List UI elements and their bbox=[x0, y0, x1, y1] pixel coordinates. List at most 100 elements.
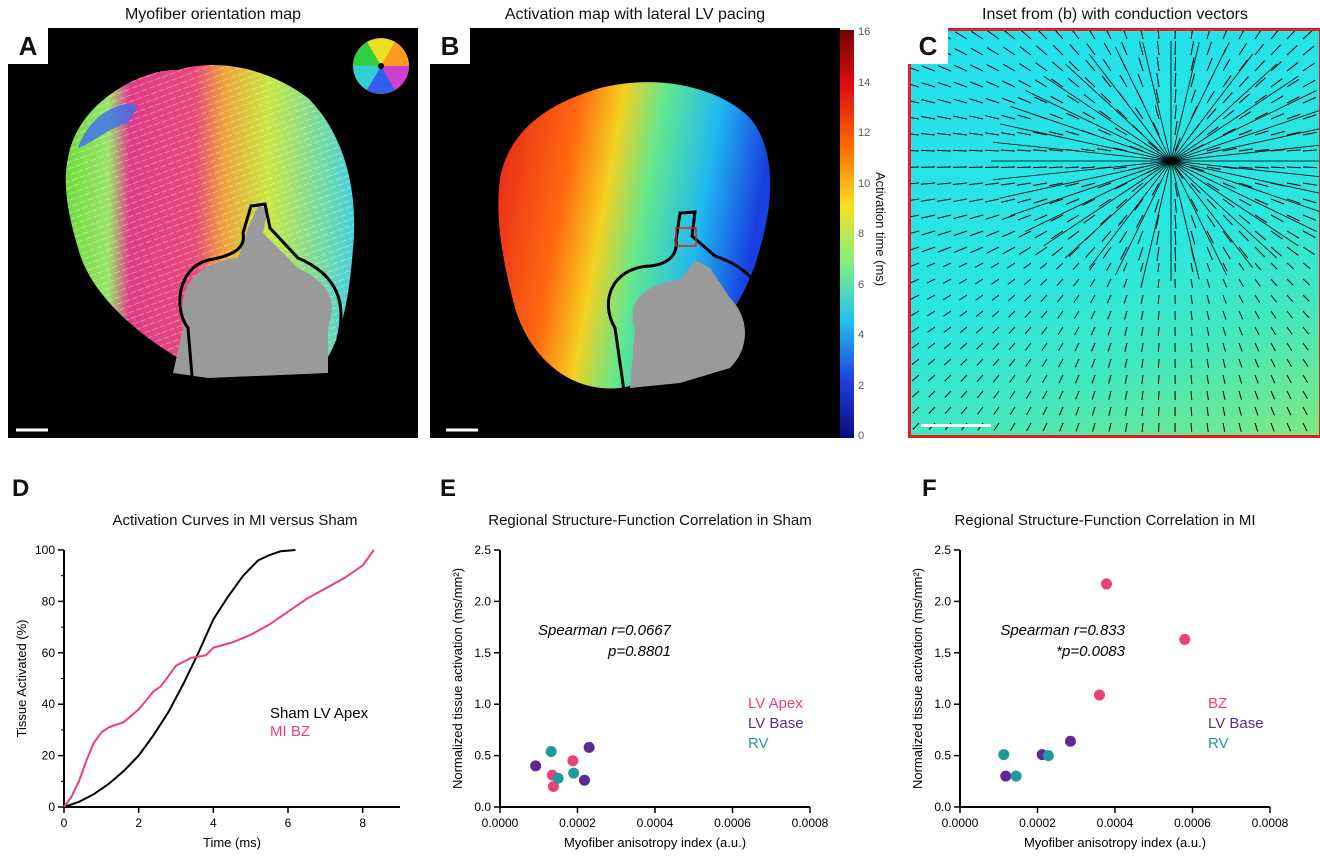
x-tick-label: 0.0004 bbox=[637, 816, 674, 830]
conduction-vector bbox=[1254, 31, 1262, 40]
conduction-vector bbox=[1038, 31, 1048, 40]
conduction-vector bbox=[1155, 89, 1160, 104]
conduction-vector bbox=[1174, 137, 1181, 152]
conduction-vector bbox=[1286, 326, 1293, 335]
conduction-vector bbox=[1302, 79, 1316, 88]
conduction-vector bbox=[985, 98, 1000, 104]
conduction-vector bbox=[1222, 358, 1226, 368]
conduction-vector bbox=[926, 294, 936, 300]
conduction-vector bbox=[1124, 358, 1128, 368]
conduction-vector bbox=[1021, 31, 1032, 40]
conduction-vector bbox=[1270, 44, 1281, 56]
conduction-vector bbox=[1254, 77, 1266, 88]
conduction-vector bbox=[969, 98, 984, 104]
conduction-vector bbox=[1174, 40, 1177, 56]
conduction-vector bbox=[1190, 310, 1193, 320]
conduction-vector-inset bbox=[908, 28, 1320, 438]
conduction-vector bbox=[1206, 182, 1220, 191]
conduction-vector bbox=[1116, 198, 1128, 209]
conduction-vector bbox=[1174, 166, 1184, 179]
conduction-vector bbox=[993, 406, 1000, 415]
conduction-vector bbox=[1025, 160, 1172, 232]
conduction-vector bbox=[1190, 278, 1193, 288]
conduction-vector bbox=[985, 214, 1000, 220]
conduction-vector bbox=[1001, 182, 1016, 186]
x-tick-label: 0.0002 bbox=[559, 816, 596, 830]
conduction-vector bbox=[958, 278, 968, 284]
inset-box bbox=[675, 227, 697, 247]
conduction-vector bbox=[911, 262, 920, 267]
conduction-vector bbox=[911, 342, 920, 349]
conduction-vector bbox=[1286, 374, 1292, 384]
conduction-vector bbox=[1270, 61, 1282, 72]
conduction-vector bbox=[1142, 160, 1172, 280]
conduction-vector bbox=[1141, 326, 1144, 336]
conduction-vector bbox=[1051, 246, 1064, 257]
conduction-vector bbox=[1170, 160, 1227, 276]
conduction-vector bbox=[1254, 182, 1269, 188]
conduction-vector bbox=[1141, 374, 1144, 384]
conduction-vector bbox=[926, 278, 936, 284]
conduction-vector bbox=[1090, 326, 1096, 336]
conduction-vector bbox=[911, 198, 920, 201]
legend-entry: LV Apex bbox=[748, 695, 803, 712]
conduction-vector bbox=[1302, 96, 1317, 104]
conduction-vector bbox=[1025, 390, 1032, 399]
conduction-vector bbox=[1190, 246, 1195, 261]
legend-entry: BZ bbox=[1208, 695, 1227, 712]
conduction-vector bbox=[1270, 31, 1279, 40]
conduction-vector bbox=[991, 262, 1000, 269]
conduction-vector bbox=[1001, 114, 1016, 120]
conduction-vector bbox=[993, 390, 1000, 399]
conduction-vector bbox=[991, 278, 1000, 285]
conduction-vector bbox=[984, 149, 1000, 152]
conduction-vector bbox=[1008, 326, 1016, 334]
conduction-vector bbox=[1152, 122, 1160, 136]
y-tick-label: 20 bbox=[42, 749, 56, 763]
conduction-vector bbox=[1238, 406, 1242, 416]
conduction-vector bbox=[1116, 108, 1128, 120]
conduction-vector bbox=[1117, 214, 1128, 227]
conduction-vector bbox=[1001, 132, 1016, 136]
conduction-vector bbox=[912, 390, 920, 398]
conduction-vector bbox=[953, 132, 968, 136]
conduction-vector bbox=[1190, 422, 1193, 433]
conduction-vector bbox=[1058, 390, 1064, 400]
conduction-vector bbox=[1092, 422, 1096, 432]
conduction-vector bbox=[1123, 31, 1128, 40]
conduction-vector bbox=[1007, 262, 1016, 269]
conduction-vector bbox=[1286, 166, 1302, 169]
conduction-vector bbox=[1019, 46, 1032, 56]
conduction-vector bbox=[1051, 61, 1064, 72]
conduction-vector bbox=[937, 82, 952, 88]
conduction-vector bbox=[975, 294, 984, 301]
conduction-vector bbox=[975, 326, 984, 334]
conduction-vector bbox=[1190, 31, 1193, 40]
conduction-vector bbox=[1001, 97, 1016, 104]
conduction-vector bbox=[1074, 358, 1080, 368]
conduction-vector bbox=[1206, 262, 1211, 272]
conduction-vector bbox=[1270, 198, 1285, 205]
conduction-vector bbox=[960, 390, 968, 399]
conduction-vector bbox=[1222, 246, 1231, 260]
y-tick-label: 1.5 bbox=[474, 646, 491, 660]
conduction-vector bbox=[1156, 246, 1160, 261]
conduction-vector bbox=[1238, 262, 1245, 271]
conduction-vector bbox=[1106, 294, 1112, 304]
conduction-vector bbox=[1122, 262, 1128, 272]
conduction-vector bbox=[1170, 46, 1227, 162]
conduction-vector bbox=[1254, 214, 1268, 223]
conduction-vector bbox=[1002, 63, 1016, 72]
conduction-vector bbox=[1254, 112, 1268, 120]
conduction-vector bbox=[1170, 160, 1254, 269]
chart-e: 0.0 0.5 1.0 1.5 2.0 2.5 0.0000 0.0002 0.0004 0.00… bbox=[450, 543, 829, 850]
conduction-vector bbox=[1157, 374, 1160, 385]
conduction-vector bbox=[911, 214, 920, 218]
conduction-vector bbox=[921, 65, 936, 72]
conduction-vector bbox=[1270, 310, 1277, 319]
conduction-vector bbox=[1270, 294, 1277, 303]
conduction-vector bbox=[1222, 374, 1226, 384]
conduction-vector bbox=[1049, 149, 1064, 152]
conduction-vector bbox=[1101, 230, 1112, 242]
conduction-vector bbox=[1091, 358, 1096, 368]
